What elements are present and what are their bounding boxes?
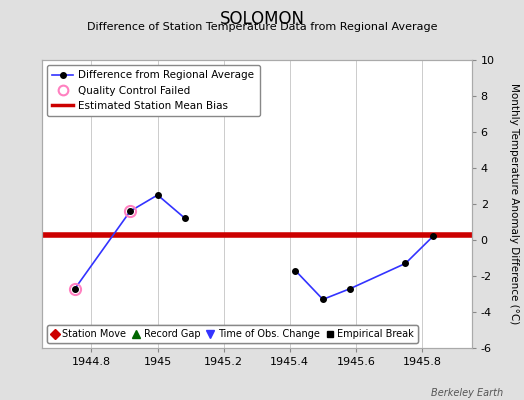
Legend: Station Move, Record Gap, Time of Obs. Change, Empirical Break: Station Move, Record Gap, Time of Obs. C… — [47, 325, 418, 343]
Text: Berkeley Earth: Berkeley Earth — [431, 388, 503, 398]
Text: Difference of Station Temperature Data from Regional Average: Difference of Station Temperature Data f… — [87, 22, 437, 32]
Y-axis label: Monthly Temperature Anomaly Difference (°C): Monthly Temperature Anomaly Difference (… — [508, 83, 519, 325]
Text: SOLOMON: SOLOMON — [220, 10, 304, 28]
